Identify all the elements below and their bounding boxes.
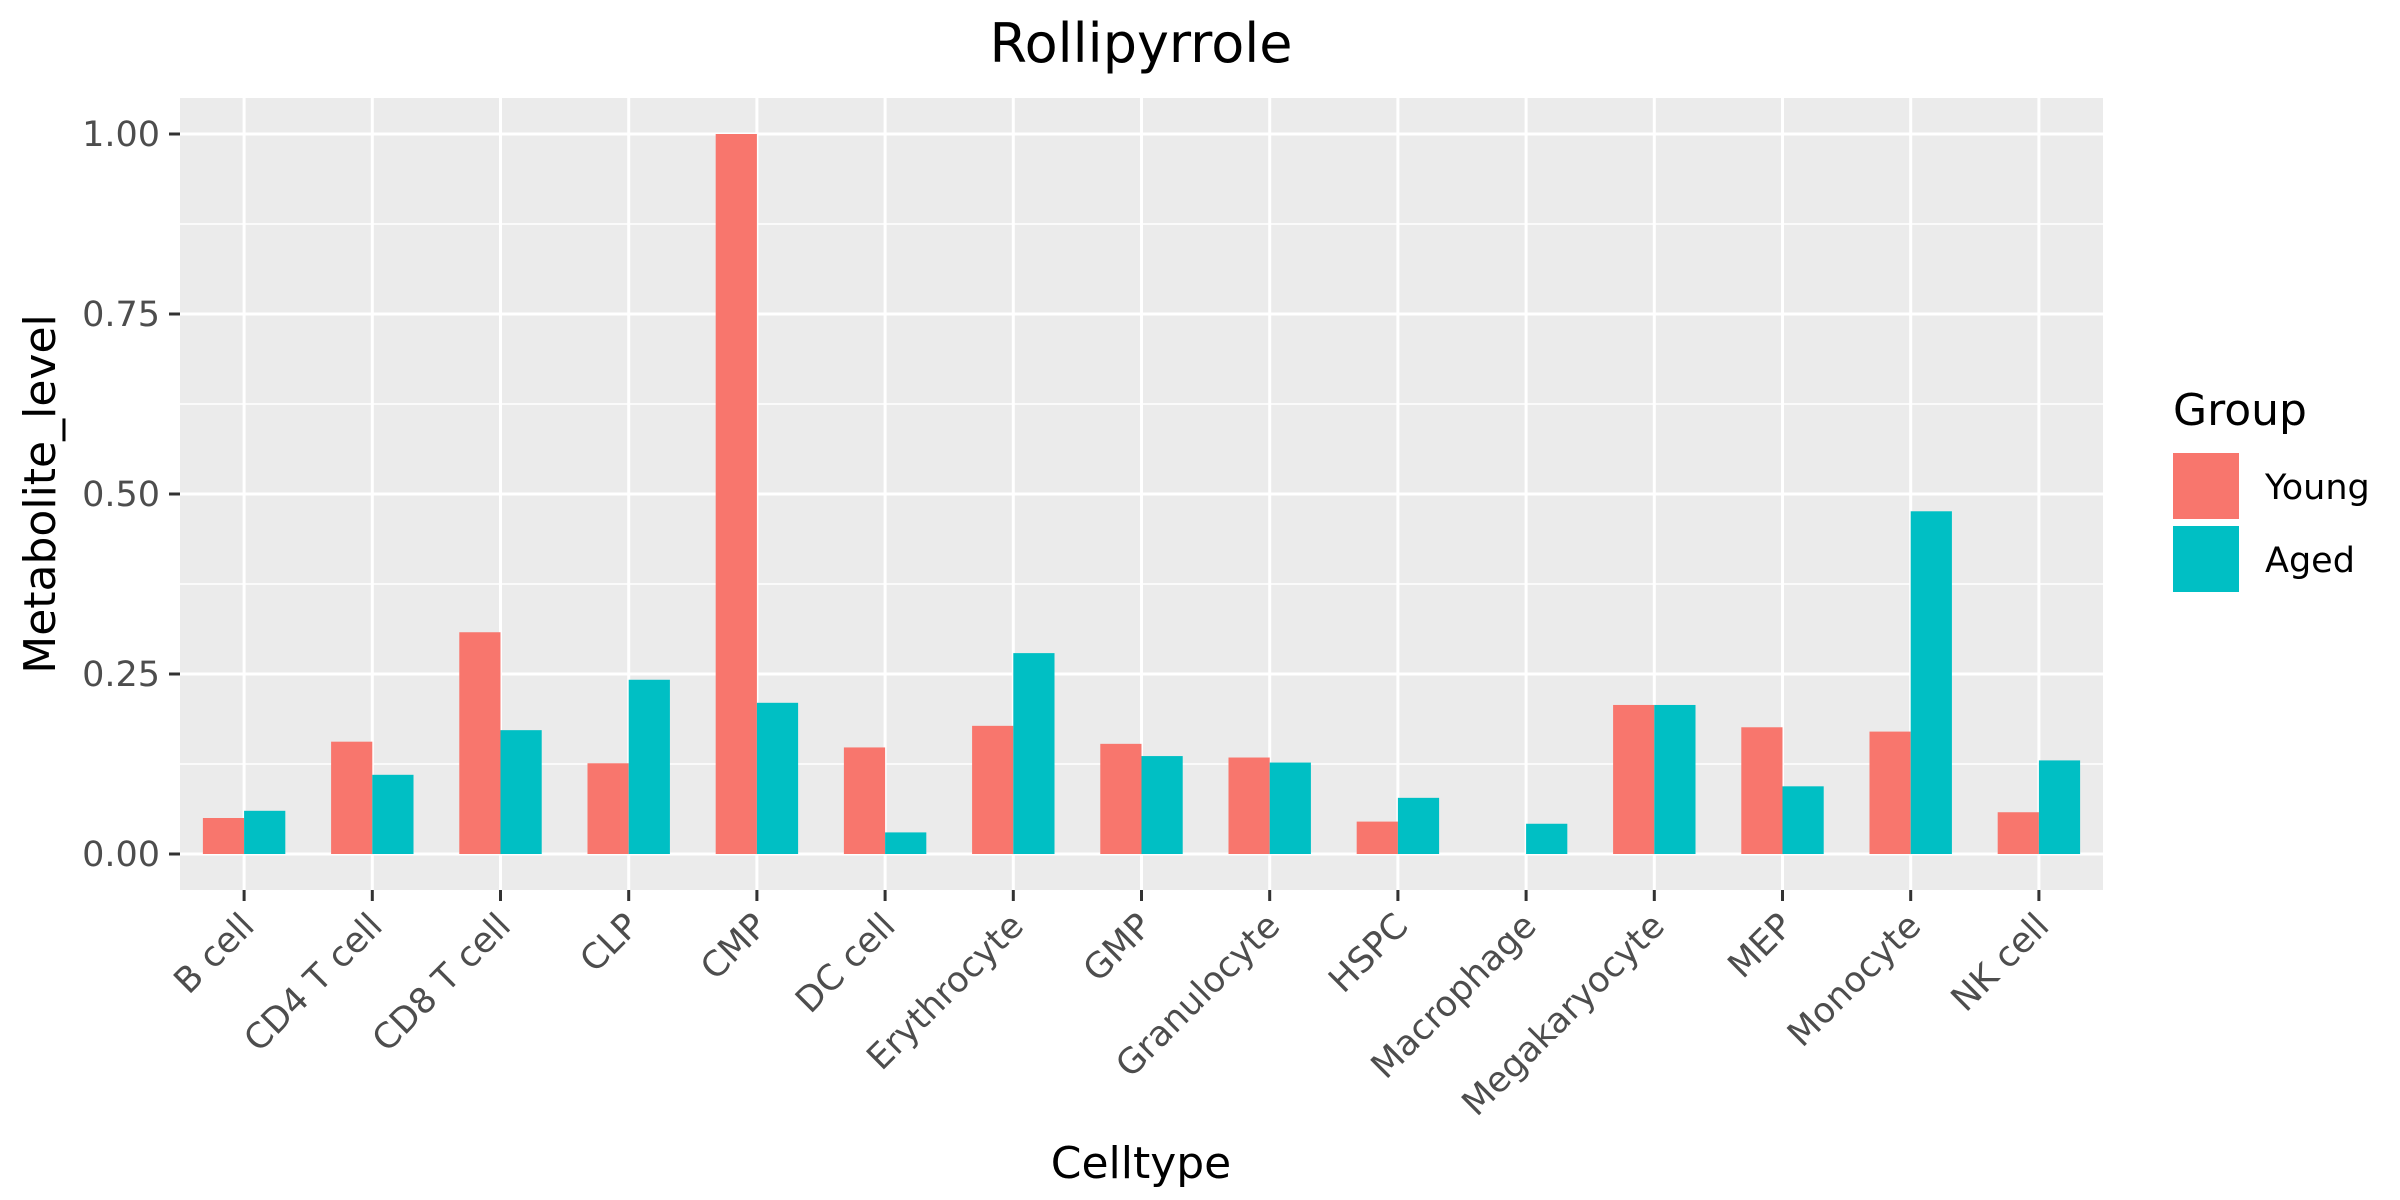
bar-aged bbox=[885, 832, 927, 854]
legend: Group Young Aged bbox=[2173, 385, 2370, 592]
bar-aged bbox=[1269, 762, 1311, 854]
x-axis-title: Celltype bbox=[1051, 1138, 1232, 1189]
bar-aged bbox=[1910, 511, 1952, 854]
y-tick-label: 0.50 bbox=[82, 475, 160, 515]
legend-title: Group bbox=[2173, 385, 2307, 436]
bar-aged bbox=[628, 679, 670, 854]
legend-label-aged: Aged bbox=[2265, 541, 2355, 581]
bar-aged bbox=[1141, 756, 1183, 854]
bar-young bbox=[843, 747, 886, 854]
bar-young bbox=[1869, 731, 1911, 854]
bar-young bbox=[459, 632, 501, 854]
bar-aged bbox=[372, 774, 414, 854]
bar-aged bbox=[1654, 704, 1696, 854]
bar-young bbox=[972, 725, 1014, 854]
bar-aged bbox=[1397, 797, 1440, 854]
y-tick-label: 0.00 bbox=[82, 835, 160, 875]
bar-young bbox=[1228, 757, 1270, 854]
bar-aged bbox=[2038, 760, 2081, 854]
bar-aged bbox=[1782, 786, 1824, 854]
bar-young bbox=[715, 134, 757, 854]
bar-aged bbox=[756, 702, 799, 854]
bar-young bbox=[1997, 812, 2039, 854]
bar-young bbox=[331, 741, 373, 854]
y-axis-title: Metabolite_level bbox=[15, 314, 66, 674]
bar-aged bbox=[1526, 823, 1568, 854]
chart-title: Rollipyrrole bbox=[990, 12, 1293, 75]
legend-key-aged bbox=[2173, 526, 2239, 592]
y-tick-label: 0.75 bbox=[82, 295, 160, 335]
y-tick-label: 1.00 bbox=[82, 115, 160, 155]
bar-aged bbox=[1013, 653, 1055, 854]
bar-young bbox=[1613, 704, 1655, 854]
bar-young bbox=[1356, 821, 1398, 854]
legend-key-young bbox=[2173, 453, 2239, 519]
bar-young bbox=[587, 763, 629, 854]
legend-label-young: Young bbox=[2264, 468, 2370, 508]
bar-young bbox=[1741, 727, 1783, 854]
y-tick-label: 0.25 bbox=[82, 655, 160, 695]
bar-young bbox=[1100, 743, 1142, 854]
bar-aged bbox=[500, 730, 542, 854]
bar-aged bbox=[244, 810, 286, 854]
bar-young bbox=[202, 818, 245, 854]
